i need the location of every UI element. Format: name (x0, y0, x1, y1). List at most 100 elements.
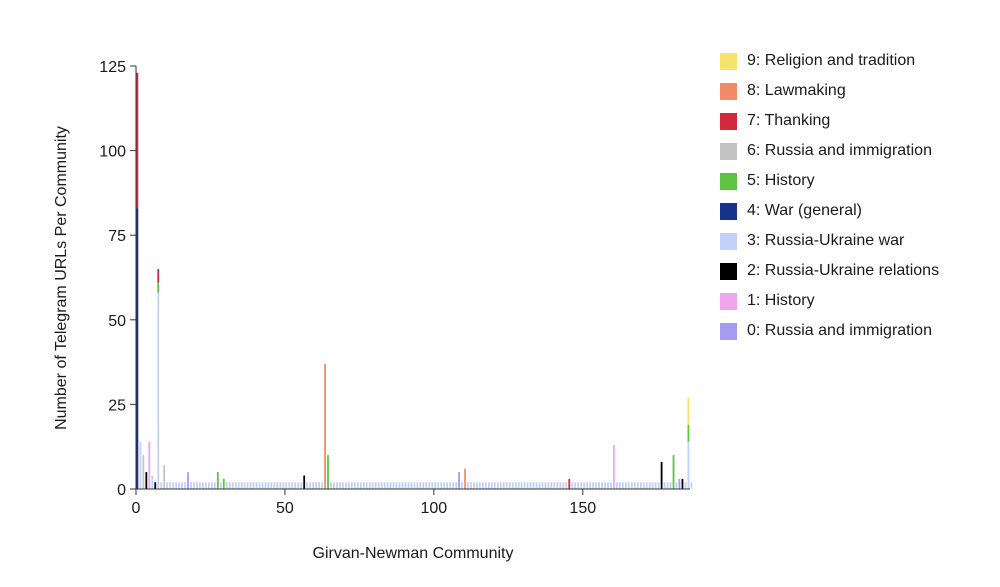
bar-segment (687, 441, 690, 489)
bar-segment (523, 482, 526, 489)
bar-segment (297, 482, 300, 489)
bar-segment (136, 72, 139, 209)
bar-segment (586, 482, 589, 489)
bar-segment (145, 472, 148, 489)
bar-segment (627, 482, 630, 489)
bar-segment (175, 482, 178, 489)
bar-segment (157, 292, 160, 489)
bar-segment (490, 482, 493, 489)
bar-segment (342, 482, 344, 489)
bar-segment (613, 445, 615, 489)
bar-segment (645, 482, 648, 489)
bar-segment (288, 482, 291, 489)
bar-segment (526, 482, 529, 489)
bar-segment (252, 482, 255, 489)
bar-segment (273, 482, 276, 489)
bar-segment (413, 482, 416, 489)
x-tick-label: 150 (569, 500, 596, 517)
bar-segment (580, 482, 583, 489)
bar-segment (178, 482, 180, 489)
bar-segment (291, 482, 294, 489)
y-ticks: 0 25 50 75 100 125 (99, 59, 136, 499)
y-tick-label: 125 (99, 59, 126, 76)
bar-segment (538, 482, 541, 489)
bar-segment (473, 482, 475, 489)
legend-item: 1: History (720, 292, 990, 310)
bar-segment (520, 482, 523, 489)
bar-segment (190, 482, 192, 489)
bar-segment (440, 482, 443, 489)
bar-segment (151, 475, 154, 489)
bar-segment (193, 482, 195, 489)
bar-segment (663, 482, 666, 489)
bar-segment (505, 482, 508, 489)
bar-segment (136, 208, 139, 490)
bar-segment (678, 478, 681, 489)
bar-segment (502, 482, 505, 489)
bar-segment (398, 482, 401, 489)
bar-segment (157, 269, 160, 283)
bar-segment (556, 482, 559, 489)
legend-item: 5: History (720, 172, 990, 190)
bar-segment (535, 482, 538, 489)
bar-segment (592, 482, 594, 489)
bar-segment (237, 482, 240, 489)
x-axis-title: Girvan-Newman Community (313, 545, 514, 562)
bar-segment (544, 482, 547, 489)
bar-segment (493, 482, 496, 489)
bar-segment (324, 363, 326, 489)
bar-segment (187, 472, 189, 489)
legend-item: 7: Thanking (720, 112, 990, 130)
bar-segment (166, 482, 169, 489)
bar-segment (157, 282, 160, 293)
bar-segment (395, 482, 398, 489)
y-tick-label: 25 (108, 397, 126, 414)
bar-segment (654, 482, 657, 489)
legend-label: 5: History (747, 172, 815, 189)
bar-segment (336, 482, 338, 489)
legend-label: 8: Lawmaking (747, 82, 846, 99)
legend-label: 6: Russia and immigration (747, 142, 932, 159)
bar-segment (529, 482, 532, 489)
legend-item: 8: Lawmaking (720, 82, 990, 100)
bar-segment (443, 482, 446, 489)
bar-segment (684, 482, 687, 489)
bar-segment (339, 482, 341, 489)
x-tick-label: 100 (420, 500, 447, 517)
bar-segment (583, 482, 586, 489)
bar-segment (264, 482, 267, 489)
bar-segment (428, 482, 431, 489)
bar-segment (315, 482, 317, 489)
bar-segment (574, 482, 577, 489)
bar-segment (225, 482, 228, 489)
legend-label: 2: Russia-Ukraine relations (747, 262, 940, 279)
bar-segment (657, 482, 660, 489)
bar-segment (219, 482, 222, 489)
bar-segment (571, 482, 574, 489)
bar-segment (425, 482, 428, 489)
bar-segment (356, 482, 359, 489)
bar-segment (243, 482, 246, 489)
bar-segment (630, 482, 633, 489)
legend-item: 2: Russia-Ukraine relations (720, 262, 990, 280)
bar-segment (401, 482, 404, 489)
x-tick-label: 0 (132, 500, 141, 517)
bar-segment (196, 482, 198, 489)
bar-segment (687, 424, 690, 442)
bar-segment (532, 482, 535, 489)
bar-segment (169, 482, 172, 489)
bar-segment (568, 478, 571, 489)
bar-segment (461, 482, 463, 489)
bar-segment (389, 482, 392, 489)
bar-segment (353, 482, 356, 489)
y-tick-label: 100 (99, 144, 126, 161)
bar-segment (312, 482, 315, 489)
bar-segment (619, 482, 621, 489)
bar-segment (511, 482, 514, 489)
legend-item: 4: War (general) (720, 202, 990, 220)
bar-segment (300, 482, 303, 489)
legend-item: 0: Russia and immigration (720, 322, 990, 340)
bar-segment (386, 482, 389, 489)
legend-swatch (720, 263, 737, 280)
bar-segment (261, 482, 264, 489)
